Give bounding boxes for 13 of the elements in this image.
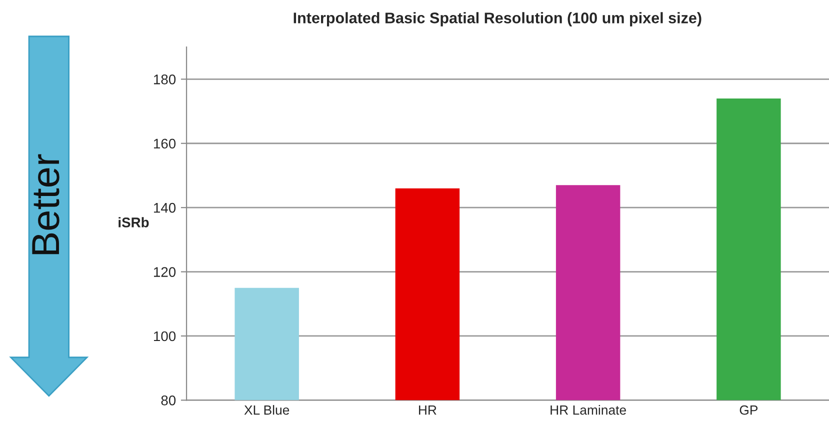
x-tick-label: XL Blue <box>244 405 290 415</box>
y-tick-label: 160 <box>154 138 176 149</box>
text: Better <box>32 154 60 254</box>
y-tick-label: 100 <box>154 331 176 342</box>
y-tick-label: 180 <box>154 74 176 84</box>
y-axis-title: iSRb <box>118 217 149 228</box>
x-tick-label: GP <box>740 405 758 415</box>
y-tick-label: 140 <box>154 202 176 213</box>
y-tick-label: 80 <box>161 396 176 406</box>
x-tick-label: HR Laminate <box>550 405 626 415</box>
x-tick-label: HR <box>419 406 436 415</box>
y-tick-label: 120 <box>154 267 176 277</box>
chart-title: Interpolated Basic Spatial Resolution (100 um pixel size) <box>294 12 702 26</box>
